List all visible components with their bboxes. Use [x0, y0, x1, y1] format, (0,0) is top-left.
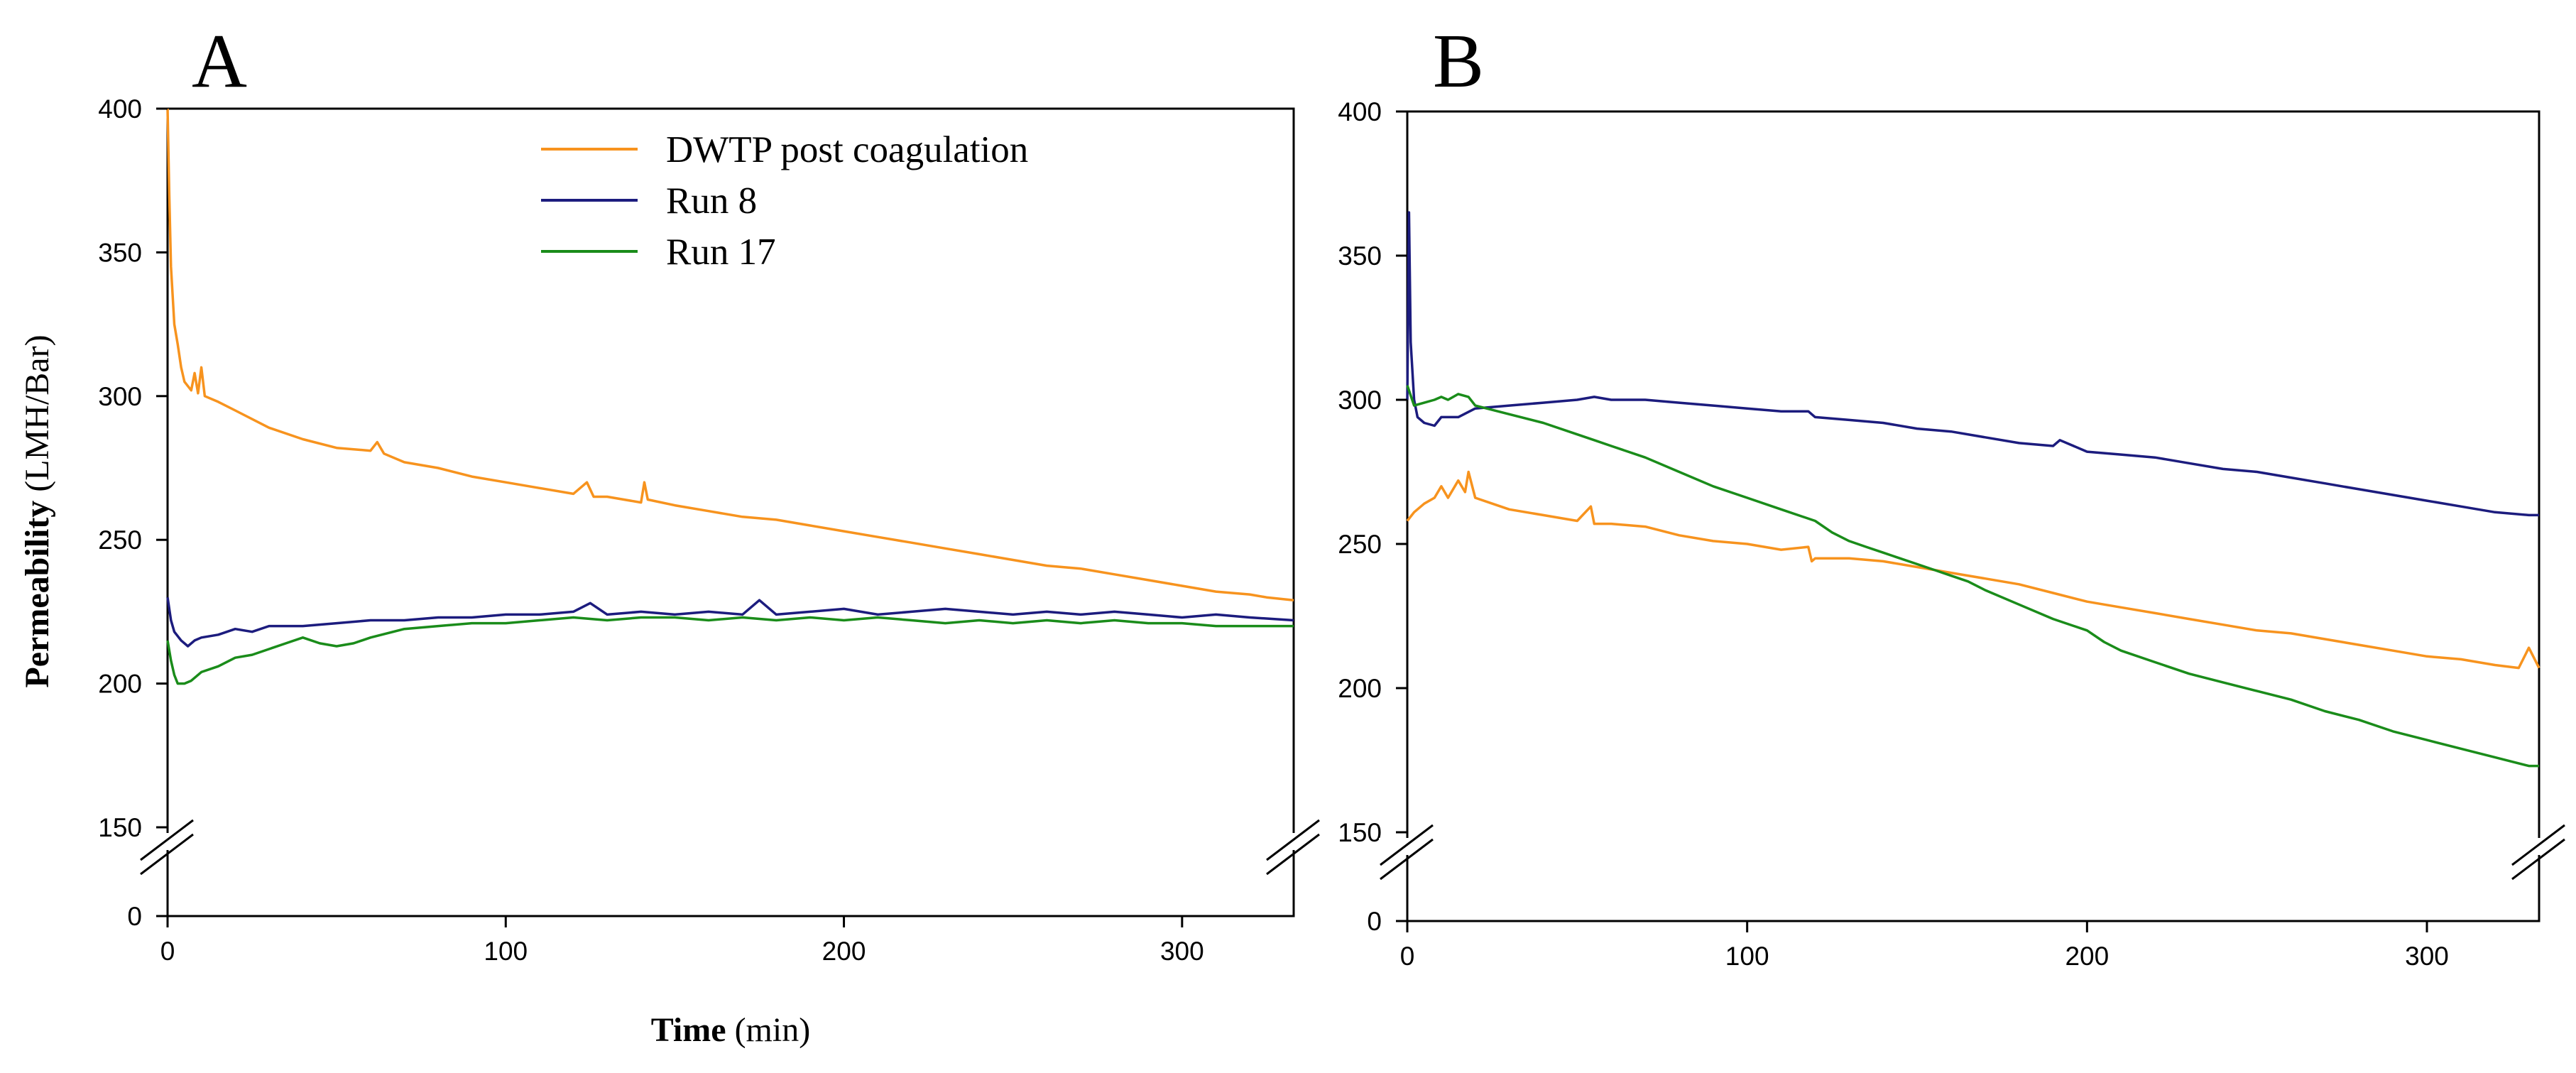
y-tick-label-zero: 0: [127, 902, 142, 931]
legend: DWTP post coagulation Run 8 Run 17: [541, 129, 1028, 273]
series-line-dwtp: [1406, 470, 2540, 670]
series-line-dwtp: [166, 108, 1294, 601]
x-tick-label: 200: [2065, 942, 2109, 971]
y-tick-label: 200: [1338, 674, 1382, 703]
y-tick-label: 400: [98, 94, 142, 124]
x-tick-label: 100: [484, 937, 528, 966]
axis-break-mark: [140, 833, 194, 876]
y-tick-label: 350: [98, 238, 142, 267]
x-tick-label: 0: [160, 937, 175, 966]
legend-label-run8: Run 8: [666, 180, 757, 222]
axis-break-gap: [139, 833, 196, 850]
axis-break-mark: [140, 819, 194, 861]
axis-break-mark: [1266, 819, 1320, 861]
x-tick-label: 200: [822, 937, 866, 966]
axis-break-mark: [2511, 824, 2565, 866]
x-tick-label: 300: [1160, 937, 1204, 966]
panel-a-ticks: 0 100 200 300 150 200 250 300 350 400 0: [98, 94, 1204, 966]
series-line-run17: [166, 616, 1294, 685]
axis-break-mark: [1266, 833, 1320, 876]
y-tick-label: 350: [1338, 241, 1382, 271]
panel-a-series: [166, 108, 1294, 685]
y-tick-label: 300: [98, 382, 142, 411]
panel-b: B 0 100 200 300 150 200 250 300 350 400 0: [1338, 19, 2567, 971]
series-line-run8: [1406, 211, 2539, 517]
panel-b-series: [1406, 211, 2540, 768]
panel-a-axis-break: [139, 819, 1322, 876]
x-tick-label: 300: [2405, 942, 2449, 971]
panel-b-letter: B: [1433, 19, 1484, 104]
axis-break-gap: [1265, 833, 1322, 850]
panel-b-axis-break: [1379, 824, 2567, 881]
legend-label-dwtp: DWTP post coagulation: [666, 129, 1028, 170]
panel-a: A 0 100 200 300 150 200 250 300 350 400 0 DWTP pos…: [18, 19, 1322, 1049]
y-axis-label: Permeability (LMH/Bar): [18, 334, 56, 687]
y-tick-label: 400: [1338, 97, 1382, 126]
x-tick-label: 0: [1400, 942, 1415, 971]
legend-label-run17: Run 17: [666, 232, 776, 273]
series-line-run8: [166, 597, 1294, 648]
x-axis-label: Time (min): [651, 1011, 810, 1049]
y-tick-label: 300: [1338, 386, 1382, 415]
x-tick-label: 100: [1725, 942, 1769, 971]
axis-break-gap: [2511, 838, 2567, 855]
panel-b-ticks: 0 100 200 300 150 200 250 300 350 400 0: [1338, 97, 2449, 971]
panel-b-frame: [1406, 110, 2540, 922]
y-tick-label: 150: [98, 813, 142, 842]
axis-break-gap: [1379, 838, 1436, 855]
y-tick-label: 150: [1338, 818, 1382, 847]
panel-a-letter: A: [192, 19, 247, 104]
panel-a-frame: [166, 107, 1295, 917]
y-tick-label: 200: [98, 670, 142, 699]
y-tick-label: 250: [98, 525, 142, 555]
axis-break-mark: [1380, 838, 1434, 881]
y-tick-label: 250: [1338, 530, 1382, 559]
y-tick-label-zero: 0: [1367, 907, 1382, 936]
axis-break-mark: [2511, 838, 2565, 881]
series-line-run17: [1406, 385, 2539, 768]
axis-break-mark: [1380, 824, 1434, 866]
